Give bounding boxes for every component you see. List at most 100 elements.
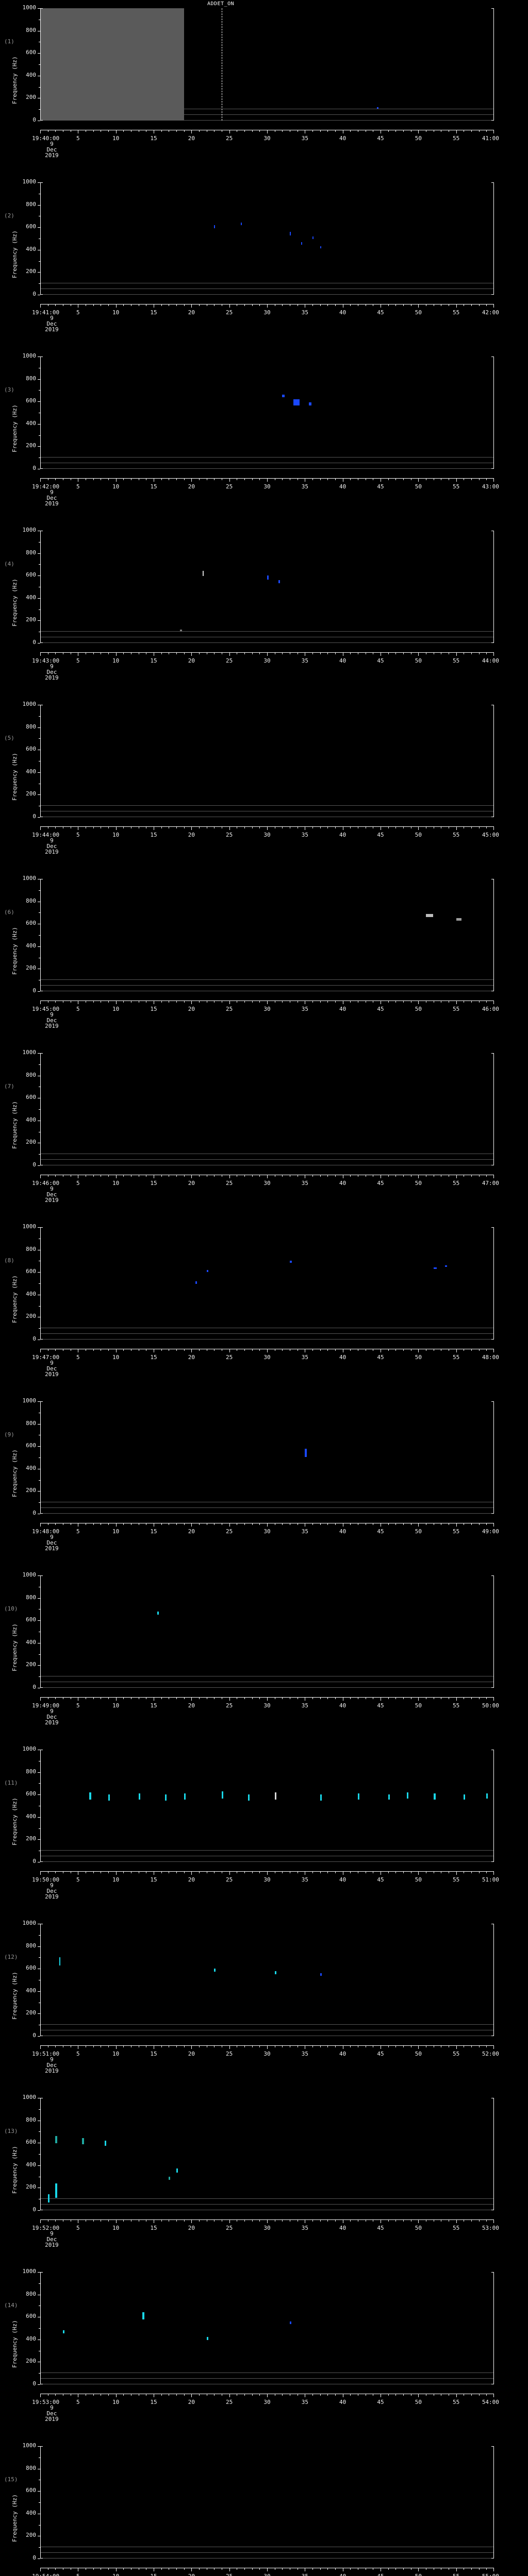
x-tick-minor [244, 1349, 245, 1351]
x-tick-label: 42:00 [482, 309, 499, 316]
x-tick-major [229, 652, 230, 656]
x-tick-label: 10 [112, 2573, 119, 2576]
spectrogram-canvas[interactable] [40, 1401, 494, 1514]
x-tick-minor [161, 1871, 162, 1873]
x-tick-major [116, 652, 117, 656]
x-tick-minor [93, 826, 94, 828]
x-tick-label: 45 [377, 2225, 384, 2231]
y-tick-label: 400 [26, 245, 36, 252]
spectrogram-canvas[interactable] [40, 1924, 494, 2036]
plot-area[interactable]: 0 200 400 600 800 1000 [23, 875, 494, 993]
plot-area[interactable]: 0 200 400 600 800 1000 [23, 353, 494, 471]
detection-mark [433, 1267, 437, 1269]
x-tick-minor [282, 304, 283, 306]
plot-area[interactable]: 0 200 400 600 800 1000 [23, 2094, 494, 2212]
x-tick-label: 15 [150, 1528, 157, 1535]
x-tick-minor [199, 2219, 200, 2222]
x-tick-major [229, 2568, 230, 2571]
x-tick-major [191, 1523, 192, 1527]
x-tick-label: 40 [339, 1702, 346, 1709]
y-tick [38, 227, 40, 228]
x-tick-minor [471, 652, 472, 654]
x-tick-minor [486, 2568, 487, 2570]
plot-area[interactable]: 0 200 400 600 800 1000 [23, 527, 494, 645]
baseline-rail [40, 2198, 494, 2199]
plot-area[interactable]: 0 200 400 600 800 1000 [23, 1572, 494, 1690]
x-tick-minor [403, 1001, 404, 1003]
x-tick-minor [176, 2045, 177, 2047]
x-tick-minor [320, 1175, 321, 1177]
x-tick-minor [395, 130, 397, 132]
x-tick-label: 19:47:00 [32, 1354, 60, 1361]
plot-area[interactable]: 0 200 400 600 800 1000 [23, 1746, 494, 1864]
x-tick-minor [93, 1697, 94, 1699]
x-tick-major [456, 1001, 457, 1004]
y-tick-label: 1000 [22, 527, 37, 533]
x-tick-label: 30 [263, 832, 271, 838]
plot-area[interactable]: 0 200 400 600 800 1000 [23, 5, 494, 123]
x-tick-label: 45 [377, 1006, 384, 1012]
baseline-rail [40, 631, 494, 632]
y-tick-minor [39, 1654, 40, 1655]
x-axis-date-line: Dec [46, 1017, 57, 1024]
plot-area[interactable]: 0 200 400 600 800 1000 [23, 1224, 494, 1342]
detection-mark [63, 2330, 64, 2334]
x-tick-minor [55, 1697, 56, 1699]
plot-area[interactable]: 0 200 400 600 800 1000 [23, 179, 494, 297]
plot-area[interactable]: 0 200 400 600 800 1000 [23, 1398, 494, 1516]
spectrogram-canvas[interactable] [40, 182, 494, 295]
x-tick-minor [327, 1175, 328, 1177]
x-tick-minor [244, 2394, 245, 2396]
spectrogram-canvas[interactable] [40, 1750, 494, 1862]
x-tick-major [456, 304, 457, 308]
x-tick-minor [244, 478, 245, 480]
spectrogram-canvas[interactable] [40, 1575, 494, 1688]
x-tick-label: 35 [301, 2225, 308, 2231]
x-tick-minor [486, 1175, 487, 1177]
spectrogram-canvas[interactable] [40, 357, 494, 469]
plot-area[interactable]: 0 200 400 600 800 1000 [23, 2443, 494, 2561]
x-tick-minor [335, 478, 336, 480]
spectrogram-canvas[interactable] [40, 531, 494, 643]
axis-cap [491, 294, 494, 295]
x-tick-minor [471, 1349, 472, 1351]
y-tick-minor [39, 2154, 40, 2155]
plot-area[interactable]: 0 200 400 600 800 1000 [23, 1920, 494, 2038]
plot-area[interactable]: 0 200 400 600 800 1000 [23, 701, 494, 819]
x-tick-label: 44:00 [482, 657, 499, 664]
spectrogram-panel: (12) Frequency (Hz) 0 200 400 600 800 1000 19:51… [0, 1916, 528, 2090]
addet-on-annotation-title: ADDET_ON [207, 1, 235, 7]
x-tick-minor [478, 2568, 480, 2570]
y-tick-label: 1000 [22, 875, 37, 882]
x-tick-minor [259, 1349, 260, 1351]
spectrogram-panel: (11) Frequency (Hz) 0 200 400 600 800 1000 19:50… [0, 1741, 528, 1916]
spectrogram-canvas[interactable] [40, 879, 494, 991]
x-axis-date-line: Dec [46, 669, 57, 675]
x-tick-label: 19:48:00 [32, 1528, 60, 1535]
spectrogram-canvas[interactable] [40, 8, 494, 121]
spectrogram-canvas[interactable] [40, 705, 494, 817]
x-tick-minor [176, 304, 177, 306]
x-tick-label: 40 [339, 1180, 346, 1187]
y-tick-minor [39, 457, 40, 459]
x-tick-minor [312, 2045, 313, 2047]
x-axis-date-line: Dec [46, 2410, 57, 2417]
x-tick-major [116, 2045, 117, 2049]
x-tick-major [493, 1697, 494, 1701]
spectrogram-canvas[interactable] [40, 1053, 494, 1165]
x-axis-date: 9 Dec 2019 [31, 315, 72, 332]
x-tick-label: 15 [150, 832, 157, 838]
x-tick-minor [123, 1697, 124, 1699]
axis-cap [491, 1687, 494, 1688]
detection-mark [293, 399, 300, 405]
plot-area[interactable]: 0 200 400 600 800 1000 [23, 1049, 494, 1167]
y-tick-label: 200 [26, 790, 36, 798]
x-tick-minor [244, 1697, 245, 1699]
spectrogram-canvas[interactable] [40, 2446, 494, 2558]
plot-area[interactable]: 0 200 400 600 800 1000 [23, 2268, 494, 2386]
spectrogram-canvas[interactable] [40, 2272, 494, 2384]
spectrogram-canvas[interactable] [40, 1227, 494, 1340]
spectrogram-canvas[interactable] [40, 2098, 494, 2210]
x-tick-minor [259, 1001, 260, 1003]
right-axis-spine [493, 357, 494, 469]
